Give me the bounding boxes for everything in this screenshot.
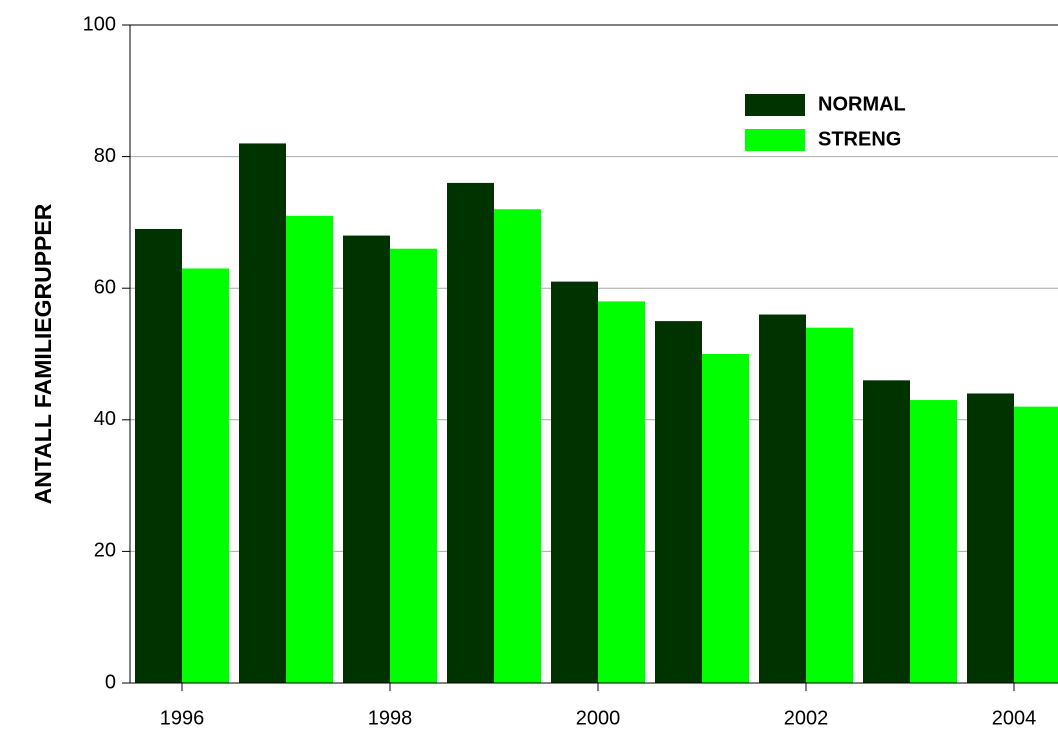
- bar: [447, 182, 494, 684]
- y-tick-label: 20: [94, 540, 116, 562]
- bar: [655, 321, 702, 683]
- legend-label: NORMAL: [818, 93, 906, 115]
- x-tick-label: 1998: [368, 707, 413, 729]
- bar: [759, 314, 806, 683]
- x-tick-label: 2000: [576, 707, 621, 729]
- x-tick-label: 2004: [992, 707, 1037, 729]
- y-tick-label: 40: [94, 408, 116, 430]
- bar: [1014, 406, 1058, 683]
- legend-swatch: [745, 129, 805, 151]
- y-axis-label: ANTALL FAMILIEGRUPPER: [30, 203, 56, 504]
- bar: [343, 235, 390, 683]
- bar: [551, 281, 598, 683]
- y-tick-label: 80: [94, 145, 116, 167]
- y-tick-label: 0: [105, 671, 116, 693]
- bar: [702, 354, 749, 683]
- bar: [239, 143, 286, 683]
- bar: [182, 268, 229, 683]
- y-tick-label: 60: [94, 276, 116, 298]
- bar: [494, 209, 541, 684]
- bar: [135, 228, 182, 684]
- x-tick-label: 1996: [160, 707, 205, 729]
- bar: [390, 248, 437, 683]
- bar: [598, 301, 645, 683]
- bar: [286, 215, 333, 683]
- bar: [806, 327, 853, 683]
- legend-label: STRENG: [818, 128, 901, 150]
- x-tick-label: 2002: [784, 707, 829, 729]
- bar: [863, 380, 910, 683]
- legend-swatch: [745, 94, 805, 116]
- bar: [967, 393, 1014, 683]
- bar: [910, 400, 957, 683]
- y-tick-label: 100: [83, 13, 116, 35]
